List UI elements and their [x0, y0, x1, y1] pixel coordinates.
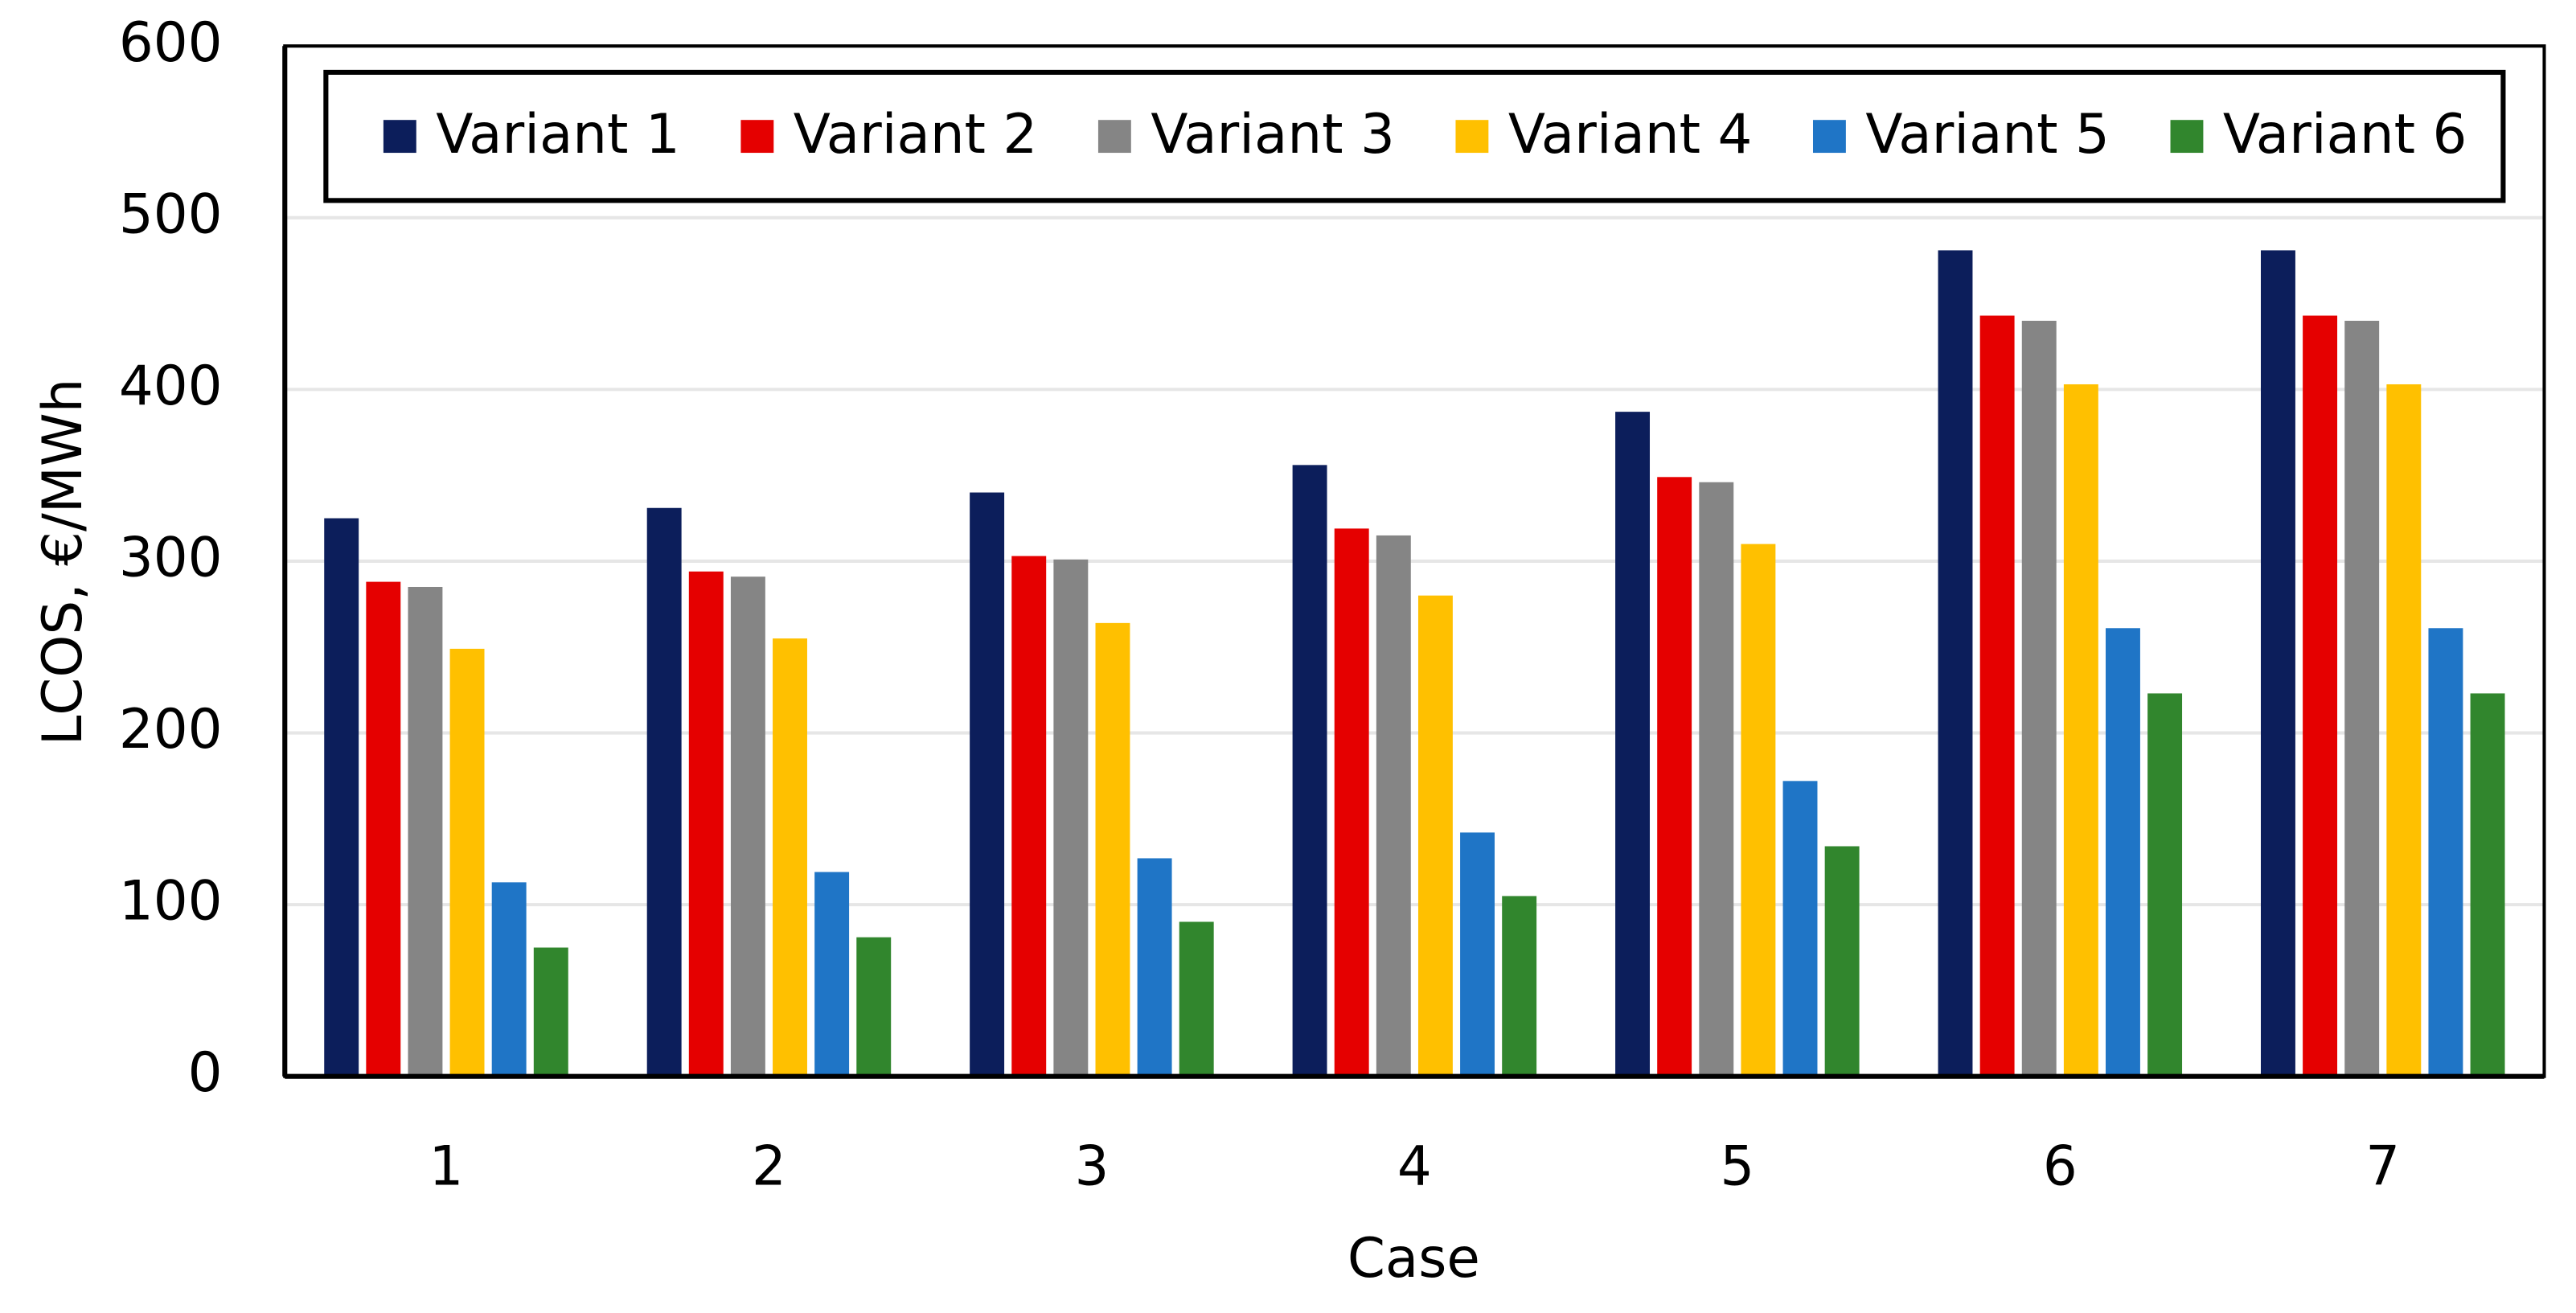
bar [408, 586, 443, 1077]
x-tick-label: 4 [1397, 1135, 1432, 1198]
bar [2303, 315, 2338, 1077]
y-tick-label: 500 [119, 182, 223, 245]
legend-swatch [1455, 120, 1489, 154]
legend-label: Variant 2 [794, 102, 1038, 166]
bar [1699, 482, 1734, 1077]
bar [449, 648, 485, 1077]
bar [2106, 628, 2140, 1077]
bar [2386, 384, 2422, 1077]
bar [814, 872, 850, 1077]
bar [1376, 535, 1411, 1077]
bar [1782, 781, 1818, 1077]
legend-label: Variant 4 [1508, 102, 1753, 166]
x-axis-title: Case [1347, 1226, 1480, 1290]
y-tick-label: 0 [188, 1040, 223, 1104]
bar [1179, 921, 1214, 1077]
bar [1137, 858, 1172, 1077]
bar [730, 576, 765, 1077]
bar [2428, 628, 2463, 1077]
bar [773, 638, 807, 1077]
bar [1657, 477, 1692, 1077]
bar [1011, 556, 1047, 1077]
legend-box [323, 69, 2506, 203]
y-tick-label: 600 [119, 10, 223, 74]
bar [2261, 250, 2295, 1077]
bar [1979, 315, 2015, 1077]
bar [646, 507, 682, 1077]
x-tick-label: 7 [2365, 1135, 2400, 1198]
bar [970, 492, 1005, 1077]
bar [324, 518, 359, 1077]
x-tick-label: 1 [429, 1135, 464, 1198]
bar [688, 571, 724, 1077]
bar [533, 947, 568, 1077]
bar [491, 882, 527, 1077]
x-tick-label: 3 [1074, 1135, 1109, 1198]
bar [1615, 412, 1651, 1077]
legend-label: Variant 6 [2223, 102, 2467, 166]
y-axis-title: LCOS, €/MWh [31, 379, 94, 746]
bar [1938, 250, 1973, 1077]
legend-swatch [383, 120, 416, 154]
y-tick-label: 300 [119, 526, 223, 589]
bar [1292, 465, 1327, 1077]
legend-swatch [1812, 120, 1846, 154]
legend-swatch [1097, 120, 1131, 154]
bar [2344, 320, 2380, 1077]
bar [2147, 693, 2183, 1077]
legend-swatch [2170, 120, 2204, 154]
y-tick-label: 400 [119, 354, 223, 417]
bar [1053, 559, 1089, 1077]
legend-label: Variant 5 [1865, 102, 2110, 166]
legend-label: Variant 3 [1151, 102, 1395, 166]
x-tick-label: 6 [2043, 1135, 2078, 1198]
bar [856, 937, 892, 1077]
bar [1741, 544, 1776, 1077]
x-tick-label: 5 [1720, 1135, 1754, 1198]
bar [1460, 832, 1495, 1077]
x-tick-label: 2 [752, 1135, 786, 1198]
bar [2063, 384, 2098, 1077]
legend-swatch [740, 120, 774, 154]
bar [2470, 693, 2505, 1077]
bar [366, 581, 401, 1077]
bar [1417, 595, 1453, 1077]
legend-label: Variant 1 [436, 102, 680, 166]
bar [1334, 528, 1369, 1077]
bar [1095, 622, 1130, 1077]
bar [2021, 320, 2057, 1077]
bar [1502, 896, 1537, 1077]
bar [1824, 846, 1860, 1077]
y-tick-label: 100 [119, 869, 223, 933]
y-tick-label: 200 [119, 697, 223, 761]
